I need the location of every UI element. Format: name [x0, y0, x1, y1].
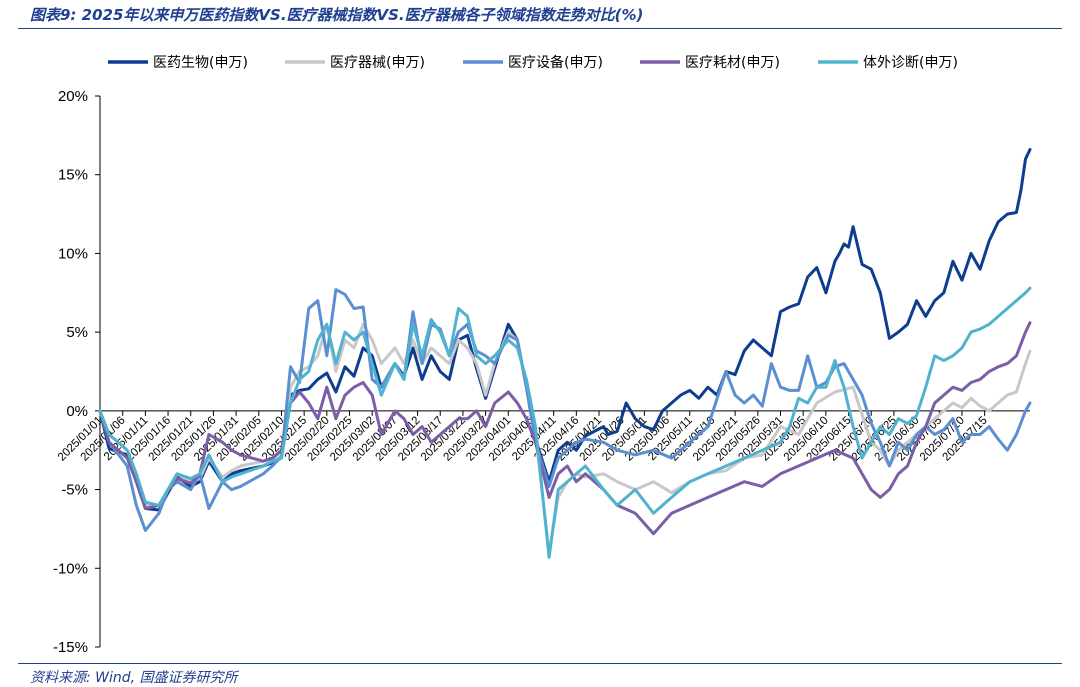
chart-legend: 医药生物(申万) 医疗器械(申万) 医疗设备(申万) 医疗耗材(申万) 体外诊断(申万): [108, 54, 958, 71]
series-line-3: [98, 288, 1032, 532]
legend-label-3: 医疗设备(申万): [508, 54, 603, 71]
y-tick-label: -5%: [61, 482, 88, 499]
series-lines: [98, 148, 1032, 559]
y-tick-label: -10%: [53, 560, 88, 577]
y-tick-label: 20%: [58, 88, 88, 105]
legend-label-2: 医疗器械(申万): [330, 55, 425, 71]
source-rule: [18, 663, 1062, 664]
y-tick-label: -15%: [53, 639, 88, 656]
y-tick-label: 5%: [66, 324, 88, 341]
source-note: 资料来源: Wind, 国盛证券研究所: [30, 670, 238, 686]
y-tick-label: 10%: [58, 245, 88, 262]
y-tick-label: 15%: [58, 167, 88, 184]
y-axis: -15% -10% -5% 0% 5% 10% 15% 20%: [53, 88, 101, 656]
y-tick-label: 0%: [66, 403, 88, 420]
legend-label-1: 医药生物(申万): [153, 55, 248, 71]
figure-title: 图表9: 2025年以来申万医药指数VS.医疗器械指数VS.医疗器械各子领域指数…: [30, 6, 644, 24]
legend-label-5: 体外诊断(申万): [863, 55, 958, 71]
line-chart: 医药生物(申万) 医疗器械(申万) 医疗设备(申万) 医疗耗材(申万) 体外诊断(申万)…: [53, 54, 1032, 656]
title-rule: [18, 28, 1062, 29]
series-line-4: [98, 321, 1032, 536]
series-line-5: [98, 286, 1032, 559]
legend-label-4: 医疗耗材(申万): [685, 55, 780, 71]
